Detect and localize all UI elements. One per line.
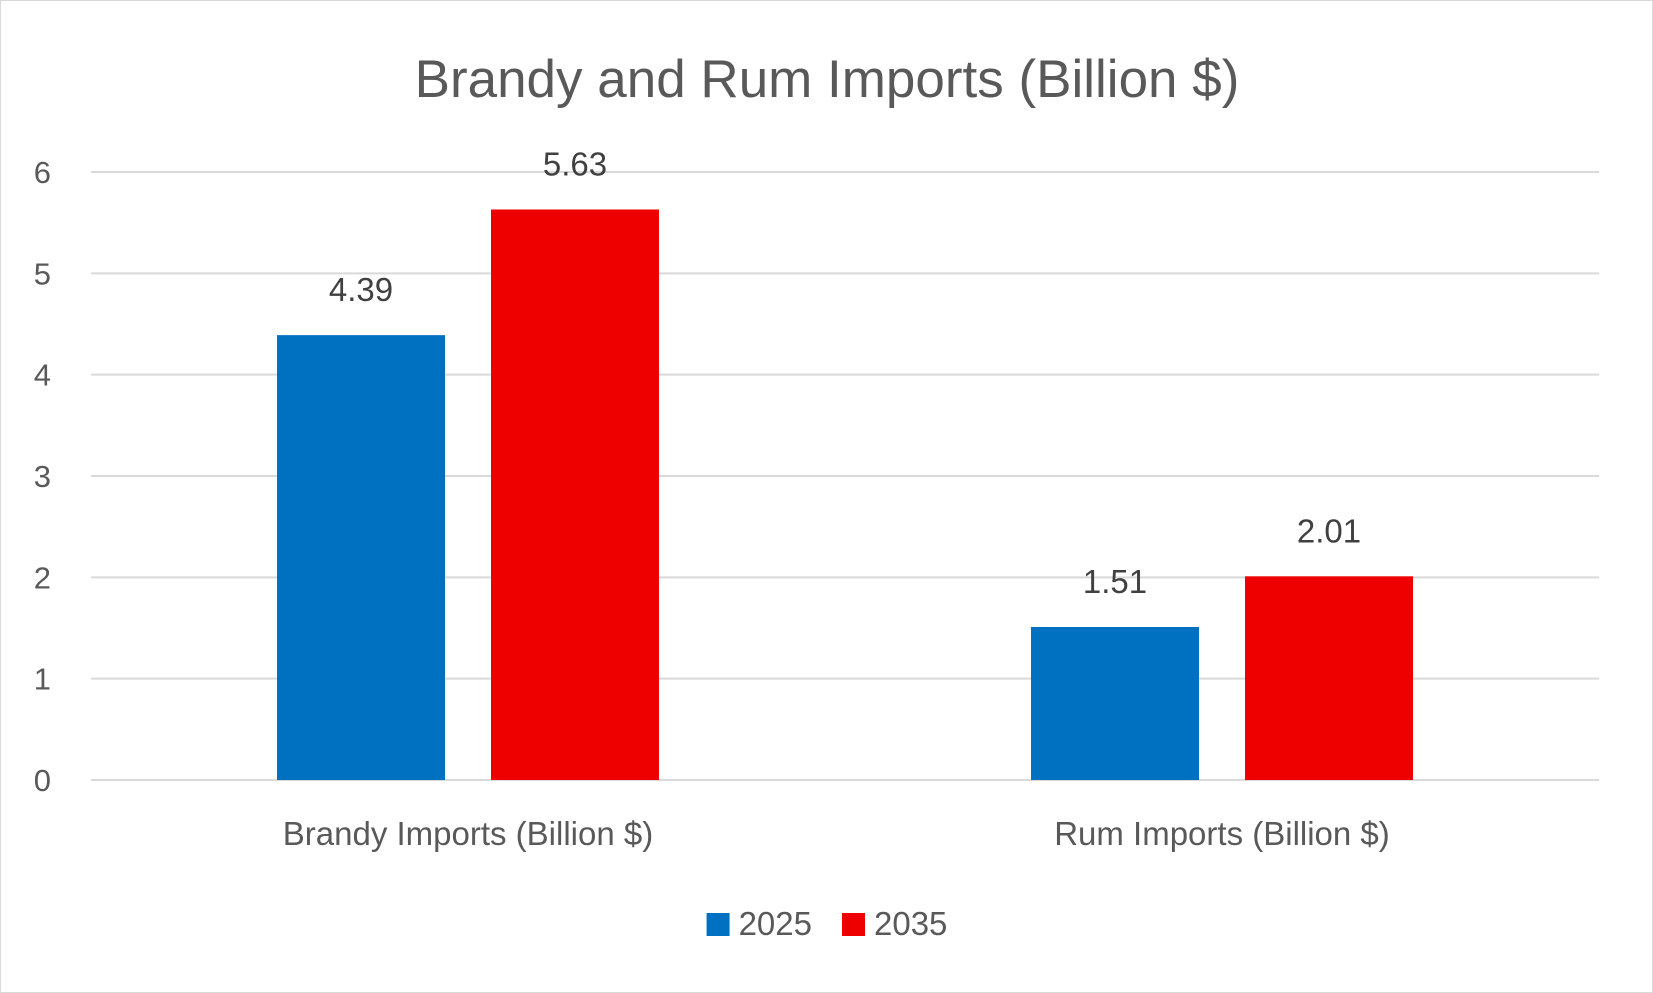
bars: [277, 209, 1413, 780]
data-label: 1.51: [1083, 563, 1147, 600]
legend: 2025 2035: [706, 905, 947, 942]
category-label: Rum Imports (Billion $): [1054, 815, 1390, 852]
legend-swatch-2035: [842, 913, 865, 936]
bar-2035-rum: [1245, 576, 1413, 780]
legend-label: 2035: [874, 905, 947, 942]
y-tick-label: 2: [34, 560, 51, 595]
data-label: 4.39: [329, 271, 393, 308]
data-labels: 4.39 5.63 1.51 2.01: [329, 145, 1361, 599]
bar-2035-brandy: [491, 209, 659, 780]
y-tick-label: 1: [34, 662, 51, 697]
y-tick-label: 3: [34, 459, 51, 494]
data-label: 5.63: [543, 145, 607, 182]
bar-2025-brandy: [277, 335, 445, 780]
legend-label: 2025: [739, 905, 812, 942]
chart-title: Brandy and Rum Imports (Billion $): [415, 50, 1240, 109]
data-label: 2.01: [1297, 512, 1361, 549]
category-labels: Brandy Imports (Billion $) Rum Imports (B…: [283, 815, 1390, 852]
y-axis-ticks: 0 1 2 3 4 5 6: [34, 155, 51, 798]
y-tick-label: 4: [34, 358, 51, 393]
y-tick-label: 5: [34, 256, 51, 291]
y-tick-label: 6: [34, 155, 51, 190]
y-tick-label: 0: [34, 763, 51, 798]
legend-swatch-2025: [706, 913, 730, 936]
category-label: Brandy Imports (Billion $): [283, 815, 653, 852]
bar-2025-rum: [1031, 626, 1199, 780]
